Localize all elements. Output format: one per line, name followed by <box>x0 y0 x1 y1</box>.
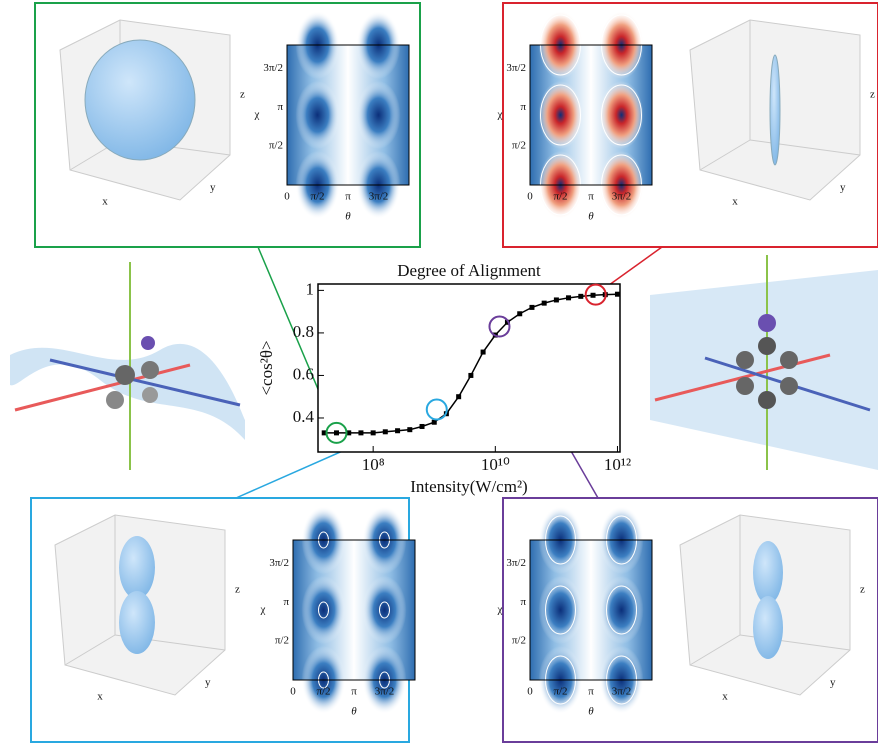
heat-blob <box>357 81 401 149</box>
y-tick-label: 0.8 <box>293 322 314 341</box>
axis-label: z <box>240 89 245 101</box>
data-point <box>481 350 486 355</box>
y-tick-label: 1 <box>306 279 315 298</box>
y-tick-label: 0.6 <box>293 364 314 383</box>
lobe <box>119 536 155 599</box>
heat-blob <box>600 81 644 149</box>
x-tick-label: 0 <box>527 191 533 203</box>
axis-label: z <box>870 89 875 101</box>
heatmap <box>293 506 415 714</box>
theta-label: θ <box>345 211 351 223</box>
distribution <box>85 40 195 160</box>
data-point <box>371 430 376 435</box>
axis-label: y <box>840 182 846 194</box>
y-axis-label: <cos²θ> <box>257 340 276 395</box>
theta-label: θ <box>588 706 594 718</box>
heatmap <box>530 11 652 219</box>
lobe <box>753 596 783 659</box>
axis-label: z <box>235 584 240 596</box>
plot-bg <box>318 284 620 452</box>
x-tick-label: 0 <box>527 686 533 698</box>
theta-label: θ <box>588 211 594 223</box>
axis-label: y <box>830 677 836 689</box>
y-tick-label: 3π/2 <box>269 557 289 569</box>
data-point <box>358 430 363 435</box>
y-tick-label: 3π/2 <box>263 62 283 74</box>
heatmap <box>530 506 652 714</box>
data-point <box>420 424 425 429</box>
data-point <box>432 420 437 425</box>
heat-blob <box>363 576 407 644</box>
data-point <box>554 297 559 302</box>
y-tick-label: 3π/2 <box>506 62 526 74</box>
y-tick-label: π <box>277 101 283 113</box>
x-tick-label: π <box>588 686 594 698</box>
axis-label: y <box>210 182 216 194</box>
data-point <box>517 311 522 316</box>
data-point <box>468 373 473 378</box>
axis-label: z <box>860 584 865 596</box>
x-tick-label: 10¹⁰ <box>481 455 510 474</box>
y-tick-label: π/2 <box>512 635 526 647</box>
data-point <box>615 292 620 297</box>
data-point <box>542 301 547 306</box>
y-tick-label: 0.4 <box>293 407 315 426</box>
y-tick-label: π/2 <box>275 635 289 647</box>
x-tick-label: π/2 <box>316 686 330 698</box>
y-tick-label: π <box>520 101 526 113</box>
chi-label: χ <box>260 604 266 616</box>
x-tick-label: π/2 <box>553 191 567 203</box>
chart-title: Degree of Alignment <box>397 261 541 280</box>
data-point <box>383 429 388 434</box>
axis-label: x <box>102 196 108 208</box>
chi-label: χ <box>254 109 260 121</box>
axis-label: x <box>722 691 728 703</box>
x-tick-label: π <box>351 686 357 698</box>
heat-blob <box>302 576 346 644</box>
y-tick-label: π/2 <box>269 140 283 152</box>
data-point <box>578 294 583 299</box>
x-tick-label: 3π/2 <box>375 686 395 698</box>
axis-label: x <box>732 196 738 208</box>
x-tick-label: π/2 <box>310 191 324 203</box>
x-tick-label: 3π/2 <box>612 191 632 203</box>
data-point <box>591 293 596 298</box>
x-tick-label: 0 <box>284 191 290 203</box>
heat-blob <box>539 81 583 149</box>
data-point <box>395 428 400 433</box>
axis-label: x <box>97 691 103 703</box>
data-point <box>529 305 534 310</box>
data-point <box>456 394 461 399</box>
chi-label: χ <box>497 604 503 616</box>
x-tick-label: π <box>345 191 351 203</box>
axis-label: y <box>205 677 211 689</box>
x-tick-label: π <box>588 191 594 203</box>
x-tick-label: 0 <box>290 686 296 698</box>
x-axis-label: Intensity(W/cm²) <box>410 477 527 496</box>
x-tick-label: 3π/2 <box>612 686 632 698</box>
chi-label: χ <box>497 109 503 121</box>
x-tick-label: π/2 <box>553 686 567 698</box>
x-tick-label: 10¹² <box>604 455 631 474</box>
y-tick-label: π <box>520 596 526 608</box>
y-tick-label: π/2 <box>512 140 526 152</box>
data-point <box>334 430 339 435</box>
heatmap <box>287 11 409 219</box>
data-point <box>566 295 571 300</box>
distribution <box>770 55 780 165</box>
lobe <box>119 591 155 654</box>
x-tick-label: 10⁸ <box>362 455 385 474</box>
figure: x y z 0 π/2 π/2 π π 3π/2 3π/2 θ χ x y z 0 π/2 π/2 π π 3π/2 3π… <box>0 0 878 744</box>
data-point <box>407 427 412 432</box>
heat-blob <box>296 81 340 149</box>
y-tick-label: π <box>283 596 289 608</box>
theta-label: θ <box>351 706 357 718</box>
x-tick-label: 3π/2 <box>369 191 389 203</box>
lobe <box>753 541 783 604</box>
y-tick-label: 3π/2 <box>506 557 526 569</box>
